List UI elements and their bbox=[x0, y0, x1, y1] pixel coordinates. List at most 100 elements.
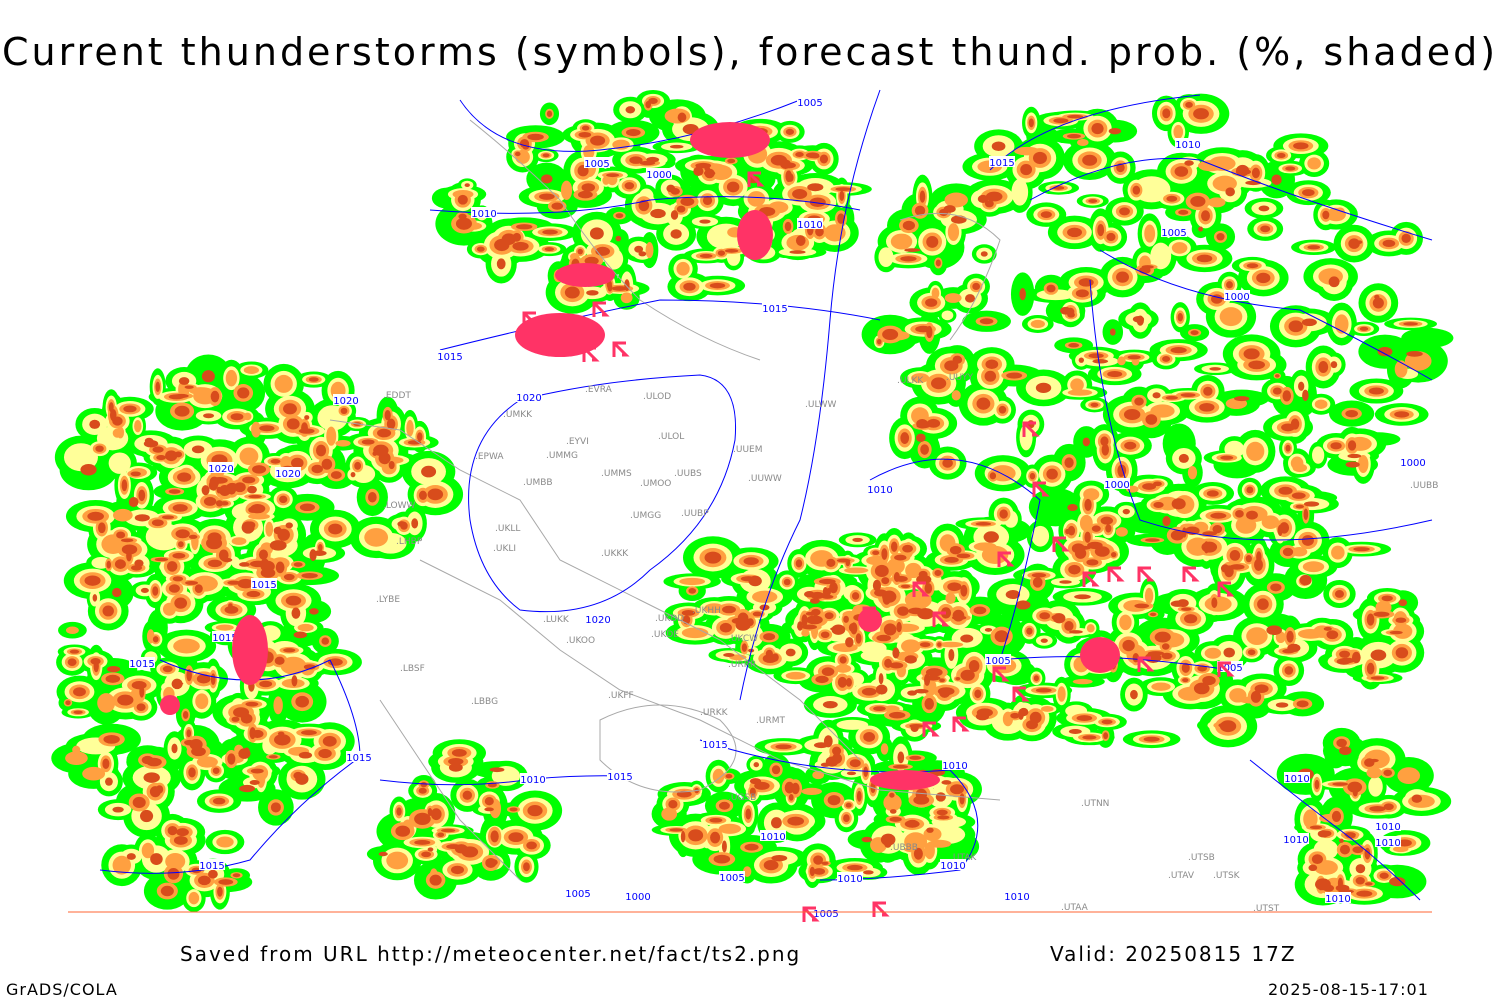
probability-area bbox=[188, 891, 200, 905]
probability-area bbox=[277, 528, 290, 541]
thunderstorm-cluster bbox=[160, 695, 180, 715]
probability-area bbox=[291, 675, 298, 687]
probability-area bbox=[1332, 782, 1349, 786]
isobar-label-bg bbox=[1325, 892, 1351, 903]
probability-area bbox=[186, 668, 192, 682]
probability-area bbox=[805, 611, 815, 616]
probability-area bbox=[737, 612, 749, 625]
probability-area bbox=[274, 656, 285, 665]
probability-area bbox=[950, 215, 967, 224]
probability-area bbox=[171, 743, 178, 754]
probability-area bbox=[586, 290, 599, 296]
probability-area bbox=[976, 397, 991, 410]
isobar-line bbox=[989, 94, 1201, 171]
probability-area bbox=[1057, 686, 1066, 702]
probability-area bbox=[279, 495, 288, 504]
isobar-label-bg bbox=[129, 657, 155, 668]
isobar-label: 1020 bbox=[208, 464, 233, 475]
probability-area bbox=[197, 875, 211, 886]
probability-area bbox=[831, 624, 846, 635]
probability-area bbox=[979, 318, 994, 325]
probability-area bbox=[1130, 689, 1138, 700]
probability-area bbox=[1314, 399, 1328, 409]
probability-area bbox=[676, 261, 690, 276]
thunderstorm-symbol bbox=[922, 721, 940, 737]
probability-area bbox=[861, 687, 877, 696]
probability-area bbox=[418, 787, 427, 794]
station-label: .LUKK bbox=[543, 615, 570, 625]
probability-area bbox=[411, 518, 419, 529]
probability-area bbox=[1092, 359, 1109, 364]
probability-area bbox=[889, 792, 895, 798]
probability-area bbox=[801, 787, 822, 796]
probability-area bbox=[299, 503, 315, 512]
probability-area bbox=[1046, 284, 1056, 293]
probability-area bbox=[1389, 876, 1406, 887]
probability-area bbox=[140, 809, 154, 823]
probability-area bbox=[894, 554, 907, 561]
probability-area bbox=[1301, 318, 1317, 327]
probability-area bbox=[523, 862, 530, 872]
probability-area bbox=[813, 855, 824, 865]
probability-area bbox=[1210, 512, 1227, 519]
probability-area bbox=[1345, 409, 1359, 418]
probability-area bbox=[248, 513, 270, 520]
probability-area bbox=[1377, 346, 1393, 357]
probability-area bbox=[1091, 123, 1104, 135]
isobar-label-bg bbox=[437, 350, 463, 361]
isobar-label-bg bbox=[208, 462, 234, 473]
probability-area bbox=[455, 217, 472, 230]
probability-area bbox=[248, 506, 258, 513]
probability-area bbox=[702, 195, 713, 206]
isobar-label-bg bbox=[471, 207, 497, 218]
probability-area bbox=[670, 210, 679, 220]
probability-area bbox=[259, 425, 275, 432]
probability-area bbox=[176, 828, 189, 837]
probability-area bbox=[1207, 197, 1226, 208]
station-label: .EPWA bbox=[475, 452, 504, 462]
probability-area bbox=[193, 387, 217, 405]
thunderstorm-symbol bbox=[1052, 536, 1070, 552]
probability-area bbox=[1032, 577, 1043, 588]
probability-area bbox=[753, 762, 760, 768]
station-label: .UKCW bbox=[728, 634, 758, 644]
probability-area bbox=[208, 869, 218, 879]
station-label: .UMKK bbox=[503, 410, 533, 420]
thunderstorm-symbol bbox=[1082, 571, 1100, 587]
probability-area bbox=[1322, 210, 1330, 220]
probability-area bbox=[418, 490, 427, 500]
probability-area bbox=[143, 439, 159, 448]
isobar-label: 1005 bbox=[1161, 228, 1186, 239]
thunderstorm-symbol bbox=[612, 341, 630, 357]
probability-area bbox=[227, 580, 241, 585]
probability-area bbox=[1357, 455, 1369, 473]
probability-area bbox=[1293, 142, 1309, 150]
probability-area bbox=[914, 688, 929, 694]
probability-area bbox=[844, 567, 869, 574]
probability-area bbox=[1021, 169, 1029, 174]
probability-area bbox=[937, 815, 950, 820]
probability-area bbox=[97, 693, 116, 713]
probability-area bbox=[1144, 587, 1154, 605]
probability-area bbox=[309, 608, 319, 615]
isobar-line bbox=[459, 99, 801, 152]
probability-area bbox=[421, 851, 432, 858]
probability-area bbox=[102, 758, 110, 769]
probability-area bbox=[1331, 545, 1345, 560]
probability-area bbox=[1082, 154, 1098, 166]
probability-area bbox=[152, 586, 159, 596]
probability-area bbox=[905, 562, 922, 579]
isobar-line bbox=[1029, 157, 1433, 241]
probability-area bbox=[184, 385, 194, 389]
probability-area bbox=[201, 370, 215, 383]
isobar-label-bg bbox=[1224, 290, 1250, 301]
thunderstorm-symbol bbox=[1137, 566, 1155, 582]
probability-area bbox=[173, 835, 188, 845]
probability-area bbox=[1122, 508, 1130, 515]
coastline bbox=[379, 699, 521, 881]
probability-area bbox=[859, 641, 887, 655]
probability-area bbox=[1145, 538, 1160, 542]
probability-area bbox=[740, 576, 757, 582]
probability-area bbox=[801, 629, 810, 637]
probability-area bbox=[784, 221, 792, 232]
